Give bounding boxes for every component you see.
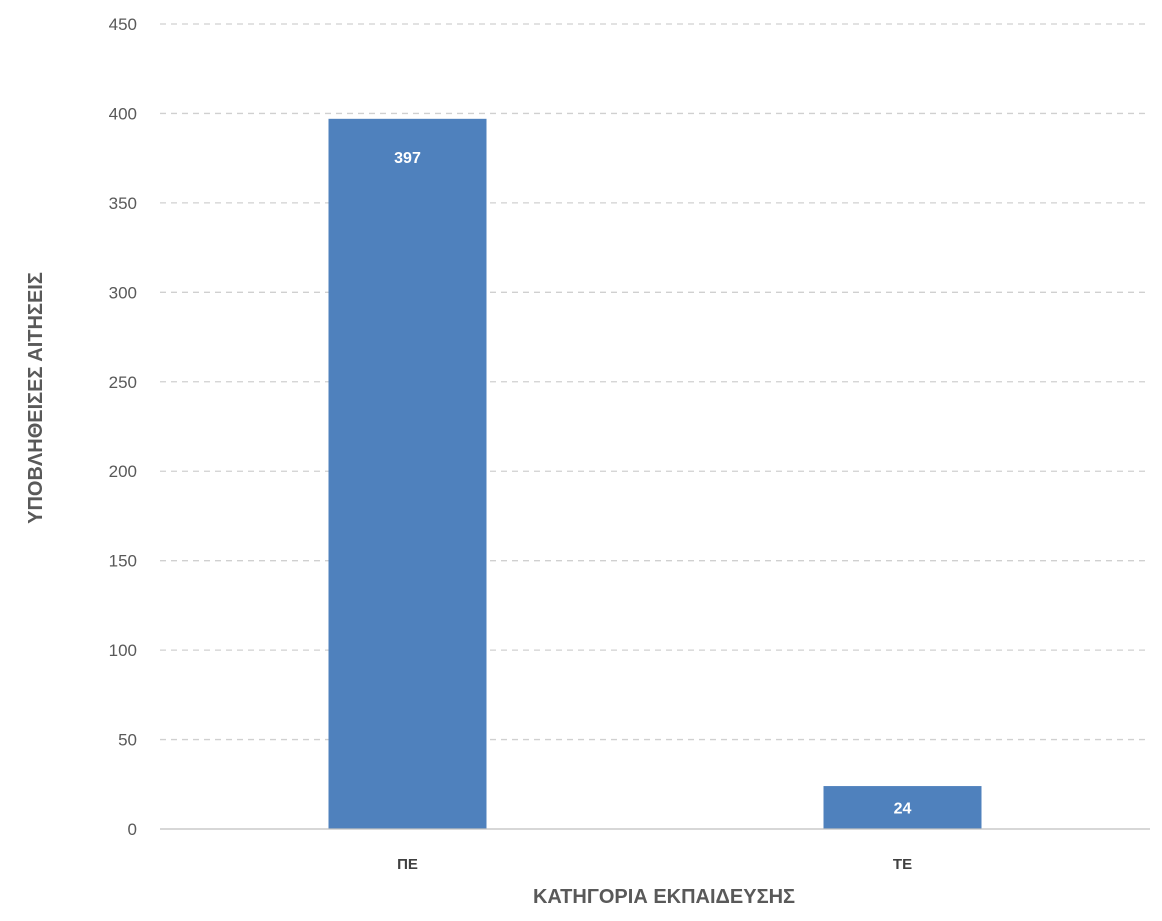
y-axis-ticks: 0 50 100 150 200 250 300 350 400 450 (109, 15, 137, 839)
bar-1 (328, 118, 487, 830)
data-label: 24 (894, 801, 912, 818)
y-tick-label: 50 (118, 731, 137, 750)
x-tick-label: ΠΕ (397, 856, 418, 873)
y-tick-label: 250 (109, 373, 137, 392)
y-tick-label: 150 (109, 552, 137, 571)
x-axis-categories: ΠΕ ΤΕ (397, 856, 912, 873)
y-tick-label: 200 (109, 462, 137, 481)
y-tick-label: 450 (109, 15, 137, 34)
x-tick-label: ΤΕ (893, 856, 912, 873)
bar-2 (823, 786, 982, 829)
y-axis-title: ΥΠΟΒΛΗΘΕΙΣΕΣ ΑΙΤΗΣΕΙΣ (25, 272, 47, 524)
data-label: 397 (394, 150, 421, 167)
bars (328, 118, 982, 830)
y-tick-label: 100 (109, 641, 137, 660)
y-tick-label: 0 (128, 820, 137, 839)
y-tick-label: 300 (109, 283, 137, 302)
y-tick-label: 400 (109, 104, 137, 123)
data-labels: 397 24 (394, 150, 911, 818)
gridlines (160, 23, 1150, 741)
y-tick-label: 350 (109, 194, 137, 213)
x-axis-title: ΚΑΤΗΓΟΡΙΑ ΕΚΠΑΙΔΕΥΣΗΣ (533, 886, 795, 908)
